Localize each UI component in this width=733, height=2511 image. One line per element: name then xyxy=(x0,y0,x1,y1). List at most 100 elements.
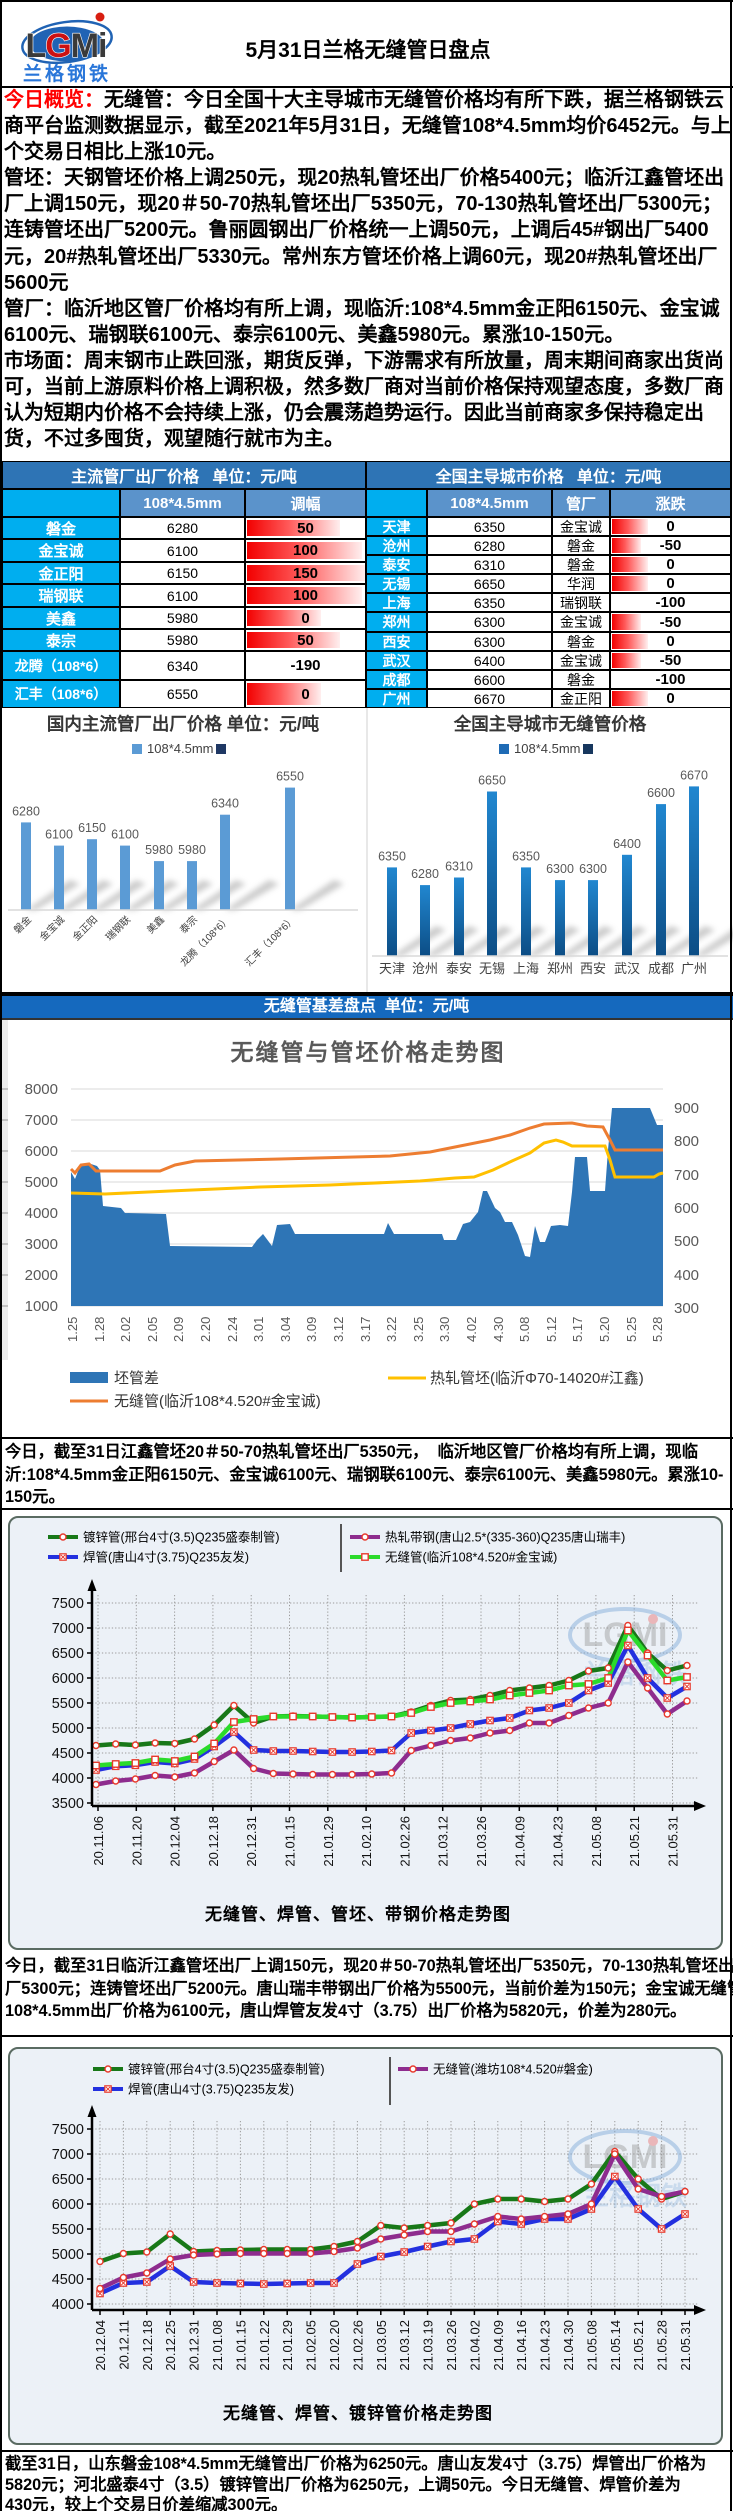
svg-text:21.03.12: 21.03.12 xyxy=(436,1816,451,1867)
svg-text:600: 600 xyxy=(674,1200,699,1217)
svg-text:5.20: 5.20 xyxy=(597,1317,612,1342)
svg-text:20.12.31: 20.12.31 xyxy=(244,1816,259,1867)
svg-text:21.05.21: 21.05.21 xyxy=(631,2320,646,2371)
svg-text:7000: 7000 xyxy=(52,1621,84,1637)
svg-text:1.25: 1.25 xyxy=(65,1317,80,1342)
svg-text:20.12.18: 20.12.18 xyxy=(206,1816,221,1867)
svg-text:20.12.04: 20.12.04 xyxy=(168,1816,183,1867)
svg-text:21.03.05: 21.03.05 xyxy=(374,2320,389,2371)
svg-text:21.02.26: 21.02.26 xyxy=(397,1816,412,1867)
svg-text:坯管差: 坯管差 xyxy=(114,1370,159,1387)
svg-text:成都: 成都 xyxy=(648,961,674,976)
svg-text:6300: 6300 xyxy=(579,862,607,876)
svg-text:焊管(唐山4寸(3.75)Q235友发): 焊管(唐山4寸(3.75)Q235友发) xyxy=(83,1550,249,1565)
svg-text:6150: 6150 xyxy=(78,821,106,835)
svg-text:广州: 广州 xyxy=(681,961,707,976)
svg-text:4000: 4000 xyxy=(25,1205,58,1222)
svg-text:21.04.30: 21.04.30 xyxy=(561,2320,576,2371)
svg-text:磐金: 磐金 xyxy=(11,913,34,936)
svg-text:20.12.25: 20.12.25 xyxy=(163,2320,178,2371)
svg-text:6650: 6650 xyxy=(478,774,506,788)
svg-text:全国主导城市无缝管价格: 全国主导城市无缝管价格 xyxy=(453,714,647,734)
svg-text:2.05: 2.05 xyxy=(145,1317,160,1342)
svg-text:热轧带钢(唐山2.5*(335-360)Q235唐山瑞丰): 热轧带钢(唐山2.5*(335-360)Q235唐山瑞丰) xyxy=(385,1530,625,1545)
svg-text:国内主流管厂出厂价格 单位：元/吨: 国内主流管厂出厂价格 单位：元/吨 xyxy=(47,714,320,734)
svg-text:6340: 6340 xyxy=(211,797,239,811)
svg-text:3000: 3000 xyxy=(25,1236,58,1253)
svg-text:21.03.26: 21.03.26 xyxy=(444,2320,459,2371)
svg-text:20.11.06: 20.11.06 xyxy=(91,1816,106,1866)
svg-text:2.09: 2.09 xyxy=(171,1317,186,1342)
svg-text:6400: 6400 xyxy=(613,837,641,851)
svg-text:4000: 4000 xyxy=(52,1771,84,1787)
svg-text:4000: 4000 xyxy=(52,2297,84,2313)
svg-text:5980: 5980 xyxy=(145,843,173,857)
svg-text:无缝管、焊管、管坯、带钢价格走势图: 无缝管、焊管、管坯、带钢价格走势图 xyxy=(204,1904,511,1924)
svg-text:武汉: 武汉 xyxy=(614,961,640,976)
svg-text:21.01.15: 21.01.15 xyxy=(233,2320,248,2371)
svg-text:3.01: 3.01 xyxy=(251,1317,266,1342)
svg-text:500: 500 xyxy=(674,1233,699,1250)
svg-text:无缝管(潍坊108*4.520#磐金): 无缝管(潍坊108*4.520#磐金) xyxy=(433,2062,593,2077)
svg-text:7500: 7500 xyxy=(52,2122,84,2138)
svg-text:21.02.10: 21.02.10 xyxy=(359,1816,374,1867)
svg-text:6500: 6500 xyxy=(52,1646,84,1662)
svg-text:5980: 5980 xyxy=(178,843,206,857)
svg-text:3.17: 3.17 xyxy=(358,1317,373,1342)
svg-text:5000: 5000 xyxy=(52,1721,84,1737)
svg-text:6500: 6500 xyxy=(52,2172,84,2188)
svg-text:金正阳: 金正阳 xyxy=(70,913,100,943)
svg-text:镀锌管(邢台4寸(3.5)Q235盛泰制管): 镀锌管(邢台4寸(3.5)Q235盛泰制管) xyxy=(83,1530,280,1545)
svg-text:美鑫: 美鑫 xyxy=(144,913,167,936)
svg-text:5.28: 5.28 xyxy=(650,1317,665,1342)
svg-text:4500: 4500 xyxy=(52,2272,84,2288)
svg-text:700: 700 xyxy=(674,1167,699,1184)
svg-text:21.05.08: 21.05.08 xyxy=(584,2320,599,2371)
svg-text:热轧管坯(临沂Φ70-14020#江鑫): 热轧管坯(临沂Φ70-14020#江鑫) xyxy=(430,1369,644,1387)
svg-text:900: 900 xyxy=(674,1100,699,1117)
svg-text:21.05.21: 21.05.21 xyxy=(627,1816,642,1867)
svg-text:21.04.23: 21.04.23 xyxy=(538,2320,553,2371)
svg-text:无缝管与管坯价格走势图: 无缝管与管坯价格走势图 xyxy=(231,1039,506,1065)
svg-text:21.01.15: 21.01.15 xyxy=(283,1816,298,1867)
svg-text:5.17: 5.17 xyxy=(570,1317,585,1342)
svg-text:7500: 7500 xyxy=(52,1596,84,1612)
svg-text:金宝诚: 金宝诚 xyxy=(37,913,67,943)
svg-text:21.04.09: 21.04.09 xyxy=(512,1816,527,1867)
svg-text:镀锌管(邢台4寸(3.5)Q235盛泰制管): 镀锌管(邢台4寸(3.5)Q235盛泰制管) xyxy=(128,2062,325,2077)
svg-text:焊管(唐山4寸(3.75)Q235友发): 焊管(唐山4寸(3.75)Q235友发) xyxy=(128,2082,294,2097)
svg-text:20.12.18: 20.12.18 xyxy=(140,2320,155,2371)
svg-text:6100: 6100 xyxy=(111,828,139,842)
svg-text:300: 300 xyxy=(674,1300,699,1317)
svg-text:1000: 1000 xyxy=(25,1298,58,1315)
svg-text:7000: 7000 xyxy=(25,1112,58,1129)
svg-text:无缝管(临沂108*4.520#金宝诚): 无缝管(临沂108*4.520#金宝诚) xyxy=(114,1393,321,1410)
svg-text:沧州: 沧州 xyxy=(412,961,438,976)
svg-text:5.12: 5.12 xyxy=(544,1317,559,1342)
svg-text:6300: 6300 xyxy=(546,862,574,876)
svg-text:7000: 7000 xyxy=(52,2147,84,2163)
svg-text:3500: 3500 xyxy=(52,1796,84,1812)
svg-text:21.03.12: 21.03.12 xyxy=(397,2320,412,2371)
svg-text:5500: 5500 xyxy=(52,2222,84,2238)
svg-text:21.01.22: 21.01.22 xyxy=(257,2320,272,2371)
svg-text:21.02.05: 21.02.05 xyxy=(304,2320,319,2371)
svg-text:3.25: 3.25 xyxy=(411,1317,426,1342)
svg-text:6350: 6350 xyxy=(378,849,406,863)
svg-text:20.12.11: 20.12.11 xyxy=(116,2320,131,2370)
svg-text:3.22: 3.22 xyxy=(384,1317,399,1342)
svg-text:6670: 6670 xyxy=(680,768,708,782)
svg-text:2000: 2000 xyxy=(25,1267,58,1284)
svg-text:21.02.20: 21.02.20 xyxy=(327,2320,342,2371)
svg-text:6000: 6000 xyxy=(25,1143,58,1160)
svg-text:21.04.02: 21.04.02 xyxy=(467,2320,482,2371)
svg-text:21.05.08: 21.05.08 xyxy=(589,1816,604,1867)
svg-text:无锡: 无锡 xyxy=(479,961,505,976)
svg-text:21.03.26: 21.03.26 xyxy=(474,1816,489,1867)
svg-text:21.01.08: 21.01.08 xyxy=(210,2320,225,2371)
svg-text:3.30: 3.30 xyxy=(437,1317,452,1342)
svg-text:20.11.20: 20.11.20 xyxy=(129,1816,144,1866)
svg-text:4.02: 4.02 xyxy=(464,1317,479,1342)
svg-text:6000: 6000 xyxy=(52,1671,84,1687)
svg-text:21.05.31: 21.05.31 xyxy=(666,1816,681,1867)
